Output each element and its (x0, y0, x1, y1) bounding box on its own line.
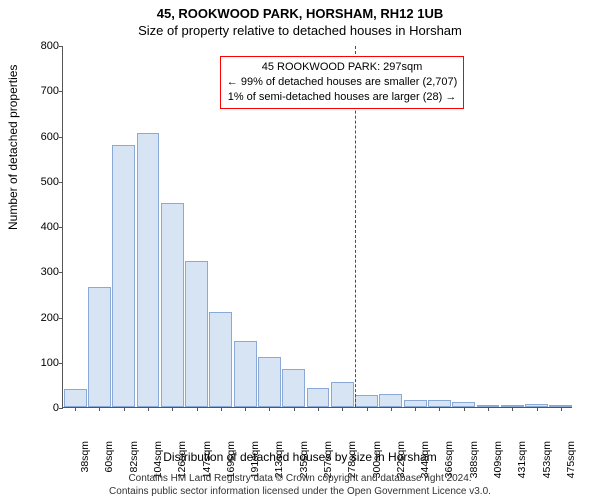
y-tick: 700 (21, 85, 59, 97)
histogram-bar (307, 388, 330, 407)
histogram-bar (404, 400, 427, 407)
histogram-bar (282, 369, 305, 407)
x-tick-mark (537, 407, 538, 411)
y-tick: 100 (21, 357, 59, 369)
y-tick: 200 (21, 312, 59, 324)
annotation-line: 1% of semi-detached houses are larger (2… (227, 90, 458, 105)
histogram-bar (234, 341, 257, 407)
x-tick-mark (391, 407, 392, 411)
chart-title-sub: Size of property relative to detached ho… (0, 21, 600, 38)
x-tick-mark (245, 407, 246, 411)
x-tick-mark (561, 407, 562, 411)
x-tick-mark (148, 407, 149, 411)
x-axis-label: Distribution of detached houses by size … (0, 450, 600, 464)
x-tick-mark (124, 407, 125, 411)
x-tick-mark (75, 407, 76, 411)
histogram-bar (379, 394, 402, 407)
footer-line-1: Contains HM Land Registry data © Crown c… (0, 472, 600, 485)
x-tick-mark (415, 407, 416, 411)
footer-line-2: Contains public sector information licen… (0, 485, 600, 498)
histogram-bar (64, 389, 87, 407)
histogram-bar (258, 357, 281, 407)
annotation-box: 45 ROOKWOOD PARK: 297sqm← 99% of detache… (220, 56, 465, 109)
chart-footer: Contains HM Land Registry data © Crown c… (0, 472, 600, 498)
y-tick: 0 (21, 402, 59, 414)
x-tick-mark (439, 407, 440, 411)
histogram-bar (112, 145, 135, 407)
y-tick: 600 (21, 131, 59, 143)
y-tick: 400 (21, 221, 59, 233)
y-tick: 500 (21, 176, 59, 188)
histogram-bar (209, 312, 232, 407)
x-tick-mark (318, 407, 319, 411)
y-tick: 300 (21, 266, 59, 278)
chart-title-main: 45, ROOKWOOD PARK, HORSHAM, RH12 1UB (0, 0, 600, 21)
chart-plot-area: 010020030040050060070080038sqm60sqm82sqm… (62, 46, 572, 408)
x-tick-mark (464, 407, 465, 411)
annotation-line: 45 ROOKWOOD PARK: 297sqm (227, 60, 458, 75)
y-tick: 800 (21, 40, 59, 52)
x-tick-mark (342, 407, 343, 411)
histogram-bar (137, 133, 160, 407)
x-tick-mark (488, 407, 489, 411)
histogram-bar (331, 382, 354, 407)
x-tick-mark (221, 407, 222, 411)
histogram-bar (355, 395, 378, 407)
y-axis-label: Number of detached properties (6, 65, 20, 230)
histogram-bar (161, 203, 184, 407)
x-tick-mark (294, 407, 295, 411)
x-tick-mark (269, 407, 270, 411)
x-tick-mark (512, 407, 513, 411)
x-tick-mark (99, 407, 100, 411)
x-tick-mark (367, 407, 368, 411)
histogram-bar (428, 400, 451, 407)
histogram-bar (88, 287, 111, 407)
annotation-line: ← 99% of detached houses are smaller (2,… (227, 75, 458, 90)
x-tick-mark (172, 407, 173, 411)
histogram-bar (185, 261, 208, 407)
x-tick-mark (197, 407, 198, 411)
